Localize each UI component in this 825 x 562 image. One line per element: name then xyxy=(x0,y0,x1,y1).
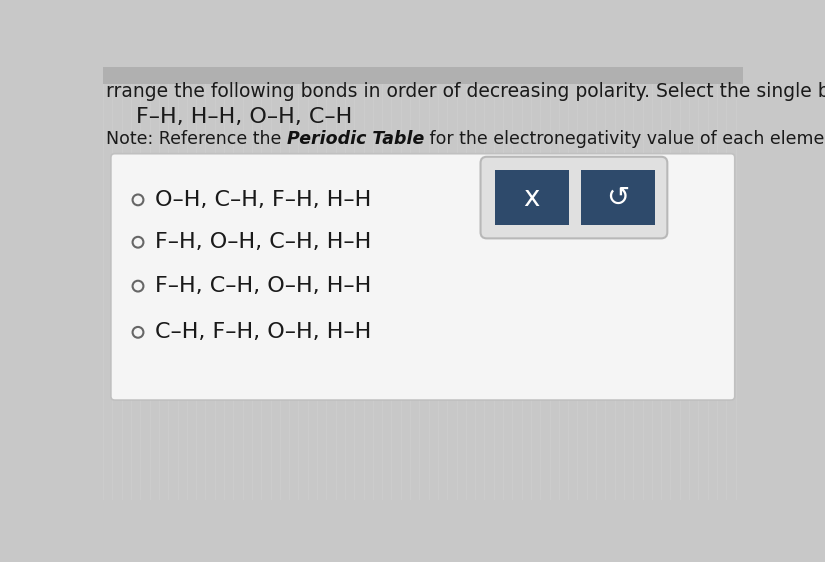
FancyBboxPatch shape xyxy=(111,153,735,400)
Text: Note: Reference the: Note: Reference the xyxy=(106,130,287,148)
Text: F–H, C–H, O–H, H–H: F–H, C–H, O–H, H–H xyxy=(155,276,371,296)
Text: F–H, H–H, O–H, C–H: F–H, H–H, O–H, C–H xyxy=(135,107,352,128)
Text: for the electronegativity value of each element.: for the electronegativity value of each … xyxy=(424,130,825,148)
FancyBboxPatch shape xyxy=(480,157,667,238)
FancyBboxPatch shape xyxy=(103,67,742,84)
Text: C–H, F–H, O–H, H–H: C–H, F–H, O–H, H–H xyxy=(155,323,371,342)
Text: F–H, O–H, C–H, H–H: F–H, O–H, C–H, H–H xyxy=(155,232,371,252)
Text: Periodic Table: Periodic Table xyxy=(287,130,424,148)
FancyBboxPatch shape xyxy=(581,170,655,225)
Text: ↺: ↺ xyxy=(606,184,629,211)
Text: O–H, C–H, F–H, H–H: O–H, C–H, F–H, H–H xyxy=(155,190,371,210)
Text: rrange the following bonds in order of decreasing polarity. Select the single be: rrange the following bonds in order of d… xyxy=(106,82,825,101)
Text: x: x xyxy=(524,184,540,211)
FancyBboxPatch shape xyxy=(494,170,569,225)
